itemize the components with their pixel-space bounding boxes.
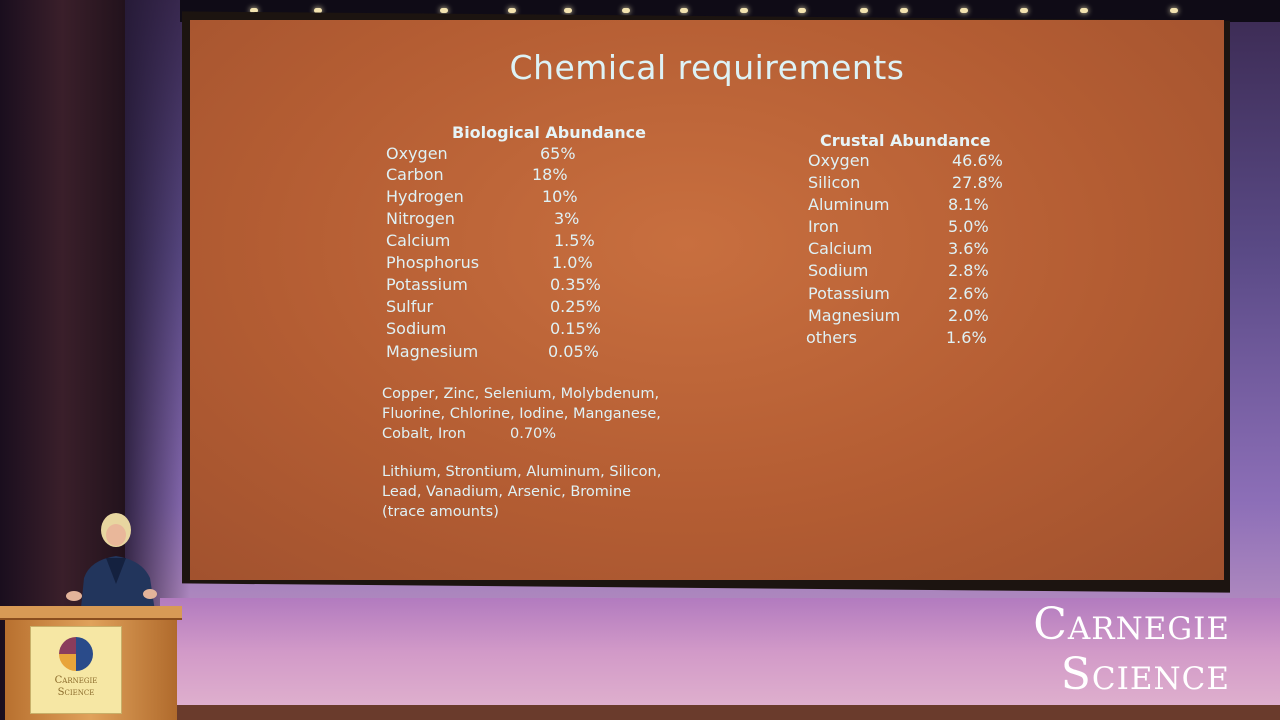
carnegie-emblem-icon <box>59 637 93 671</box>
element-value: 0.15% <box>550 319 601 338</box>
brand-line: Science <box>1060 649 1230 700</box>
stage-light <box>1080 8 1088 13</box>
ultra-line: (trace amounts) <box>382 504 499 520</box>
element-name: Sulfur <box>386 297 434 316</box>
element-value: 3.6% <box>948 239 989 258</box>
ultra-trace-note: Lithium, Strontium, Aluminum, Silicon, L… <box>382 462 742 522</box>
slide-title: Chemical requirements <box>509 48 905 87</box>
speaker-figure <box>66 513 157 618</box>
element-value: 27.8% <box>952 173 1003 192</box>
trace-list: Cobalt, Iron <box>382 426 466 442</box>
element-value: 46.6% <box>952 151 1003 170</box>
element-value: 1.0% <box>552 253 593 272</box>
stage-floor <box>160 598 1280 720</box>
element-name: Magnesium <box>808 306 901 325</box>
element-name: Potassium <box>386 275 468 294</box>
stage-light <box>740 8 748 13</box>
stage-edge <box>150 705 1280 720</box>
element-name: Hydrogen <box>386 187 464 206</box>
element-value: 18% <box>532 165 568 184</box>
stage-light <box>440 8 448 13</box>
stage-light <box>900 8 908 13</box>
element-name: Nitrogen <box>386 209 455 228</box>
carnegie-science-logo: Carnegie Science <box>1033 600 1230 700</box>
stage-light <box>798 8 806 13</box>
element-value: 5.0% <box>948 217 989 236</box>
element-value: 0.05% <box>548 342 599 361</box>
element-value: 0.35% <box>550 275 601 294</box>
element-name: Silicon <box>808 173 861 192</box>
podium-top <box>0 606 182 620</box>
stage-light <box>860 8 868 13</box>
element-value: 1.6% <box>946 328 987 347</box>
element-value: 2.0% <box>948 306 989 325</box>
stage-light <box>314 8 322 13</box>
element-name: Calcium <box>386 231 451 250</box>
element-value: 65% <box>540 144 576 163</box>
stage-light <box>680 8 688 13</box>
element-name: Iron <box>808 217 839 236</box>
trace-line: Cobalt, Iron 0.70% <box>382 424 742 444</box>
podium-text: Carnegie Science <box>31 675 121 699</box>
element-name: Sodium <box>808 261 869 280</box>
stage-light <box>250 8 258 13</box>
stage-light <box>960 8 968 13</box>
ultra-line: Lithium, Strontium, Aluminum, Silicon, <box>382 464 662 480</box>
stage-light <box>622 8 630 13</box>
brand-line: Carnegie <box>1033 599 1230 650</box>
element-name: Carbon <box>386 165 444 184</box>
element-value: 2.6% <box>948 284 989 303</box>
projection-screen: Chemical requirements Biological Abundan… <box>190 20 1224 580</box>
podium-sign: Carnegie Science <box>30 626 122 714</box>
element-name: Oxygen <box>808 151 870 170</box>
biological-heading: Biological Abundance <box>452 123 647 142</box>
element-name: Magnesium <box>386 342 479 361</box>
stage-light <box>1020 8 1028 13</box>
stage-light <box>1170 8 1178 13</box>
element-name: others <box>806 328 857 347</box>
element-value: 1.5% <box>554 231 595 250</box>
ultra-line: Lead, Vanadium, Arsenic, Bromine <box>382 484 632 500</box>
element-value: 3% <box>554 209 580 228</box>
element-value: 2.8% <box>948 261 989 280</box>
trace-line: Copper, Zinc, Selenium, Molybdenum, <box>382 386 660 402</box>
element-name: Oxygen <box>386 144 448 163</box>
element-name: Calcium <box>808 239 873 258</box>
element-name: Aluminum <box>808 195 890 214</box>
element-value: 0.25% <box>550 297 601 316</box>
stage-light <box>508 8 516 13</box>
stage-light <box>564 8 572 13</box>
podium-line: Carnegie <box>54 675 98 686</box>
trace-value: 0.70% <box>510 426 557 442</box>
element-name: Phosphorus <box>386 253 480 272</box>
trace-line: Fluorine, Chlorine, Iodine, Manganese, <box>382 406 661 422</box>
element-name: Sodium <box>386 319 447 338</box>
crustal-heading: Crustal Abundance <box>820 131 991 150</box>
element-value: 10% <box>542 187 578 206</box>
element-name: Potassium <box>808 284 890 303</box>
podium-line: Science <box>57 687 95 698</box>
trace-elements-note: Copper, Zinc, Selenium, Molybdenum, Fluo… <box>382 384 742 444</box>
element-value: 8.1% <box>948 195 989 214</box>
